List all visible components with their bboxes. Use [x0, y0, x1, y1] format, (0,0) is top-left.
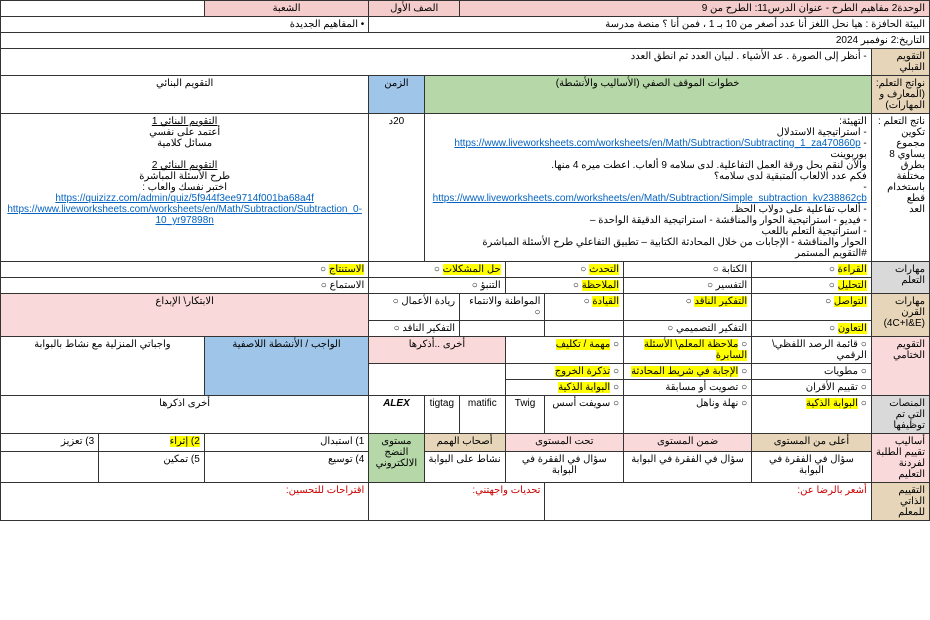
final-eval-label: التقويم الختامي [871, 337, 929, 396]
link[interactable]: https://www.liveworksheets.com/worksheet… [433, 193, 867, 204]
hw-text: واجباتي المنزلية مع نشاط بالبوابة [1, 337, 205, 396]
grade-label: الصف الأول [369, 1, 460, 17]
form-eval-label: التقويم البنائي [1, 76, 369, 114]
form-eval-cell: التقويم البنائي 1 أعتمد على نفسي مسائل ك… [1, 114, 369, 262]
steps-cell: التهيئة: - استراتيجية الاستدلال - https:… [424, 114, 871, 262]
hw-label: الواجب / الأنشطة اللاصفية [204, 337, 368, 396]
section-label: الشعبة [204, 1, 368, 17]
outcomes-cell: ناتج التعلم :تكوين مجموعيساوي 8 بطرق مخت… [871, 114, 929, 262]
self-eval-label: التقييم الذاتي للمعلم [871, 483, 929, 521]
platforms-label: المنصات التي تم توظيفها [871, 396, 929, 434]
skills-label: مهارات التعلم [871, 262, 929, 294]
pre-eval-text: - أنظر إلى الصورة . عد الأشياء . لبيان ا… [1, 49, 872, 76]
link[interactable]: https://quizizz.com/admin/quiz/5f944f3ee… [55, 193, 314, 204]
unit-title: الوحدة2 مفاهيم الطرح - عنوان الدرس11: ال… [460, 1, 930, 17]
outcomes-label: نواتج التعلم:(المعارف و المهارات) [871, 76, 929, 114]
steps-label: خطوات الموقف الصفي (الأساليب والأنشطة) [424, 76, 871, 114]
new-concepts: • المفاهيم الجديدة [1, 17, 369, 33]
link[interactable]: https://www.liveworksheets.com/worksheet… [454, 138, 860, 149]
time-label: الزمن [369, 76, 424, 114]
time-val: 20د [369, 114, 424, 262]
link[interactable]: https://www.liveworksheets.com/worksheet… [7, 204, 362, 226]
diff-label: أساليب تقييم الطلبة لفردنة التعليم [871, 434, 929, 483]
pre-eval-label: التقويم القبلي [871, 49, 929, 76]
env-text: البيئة الحافزة : هيا نحل اللغز أنا عدد أ… [369, 17, 930, 33]
date: التاريخ:2 نوفمبر 2024 [1, 33, 930, 49]
c21-label: مهارات القرن (4C+I&E) [871, 294, 929, 337]
